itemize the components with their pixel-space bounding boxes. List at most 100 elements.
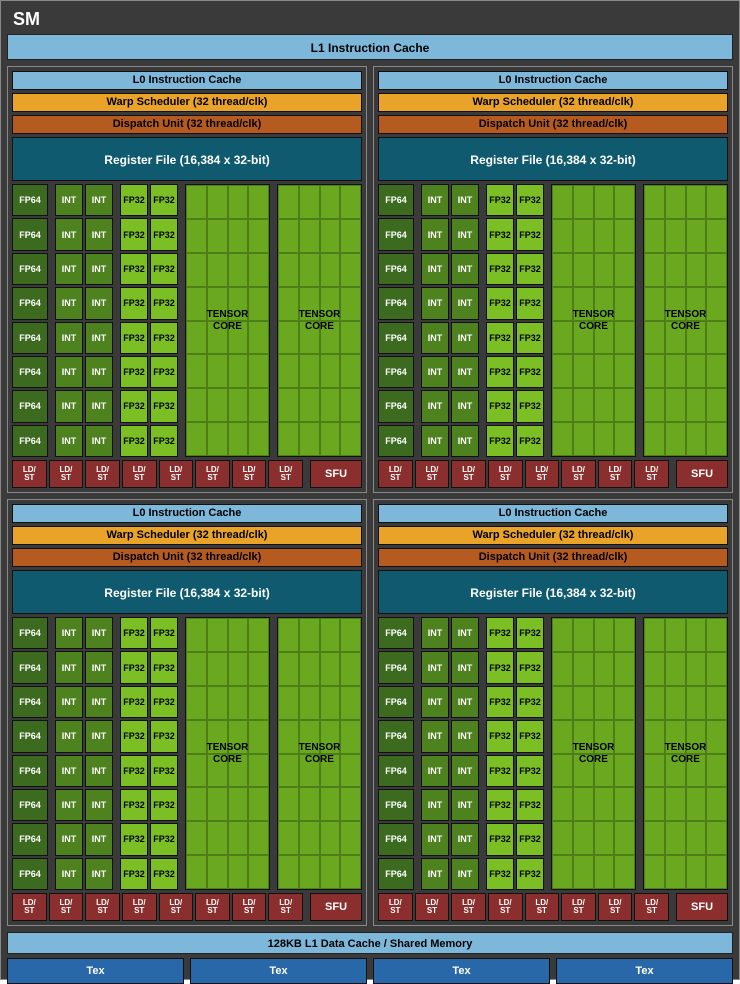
int-core: INT: [85, 356, 113, 388]
int-core: INT: [451, 322, 479, 354]
fp32-core: FP32: [150, 617, 178, 649]
tensor-core: TENSORCORE: [277, 184, 362, 457]
int-core: INT: [55, 287, 83, 319]
ldst-unit: LD/ST: [378, 460, 413, 488]
fp32-core: FP32: [516, 617, 544, 649]
ldst-unit: LD/ST: [598, 460, 633, 488]
fp64-core: FP64: [378, 755, 414, 787]
ldst-unit: LD/ST: [561, 460, 596, 488]
int-core: INT: [55, 425, 83, 457]
tensor-core: TENSORCORE: [277, 617, 362, 890]
fp64-core: FP64: [12, 617, 48, 649]
fp32-core: FP32: [486, 356, 514, 388]
int-core: INT: [85, 858, 113, 890]
fp64-core: FP64: [12, 858, 48, 890]
fp32-core: FP32: [150, 789, 178, 821]
ldst-unit: LD/ST: [268, 893, 303, 921]
fp64-core: FP64: [378, 184, 414, 216]
ldst-row: LD/STLD/STLD/STLD/STLD/STLD/STLD/STLD/ST…: [12, 460, 362, 488]
ldst-unit: LD/ST: [232, 460, 267, 488]
register-file: Register File (16,384 x 32-bit): [12, 137, 362, 181]
sm-title: SM: [7, 7, 733, 34]
fp32-core: FP32: [516, 720, 544, 752]
fp32-core: FP32: [486, 755, 514, 787]
fp64-core: FP64: [12, 322, 48, 354]
fp32-core: FP32: [516, 858, 544, 890]
int-core: INT: [421, 720, 449, 752]
fp64-core: FP64: [12, 755, 48, 787]
fp32-core: FP32: [120, 253, 148, 285]
fp32-core: FP32: [120, 287, 148, 319]
fp32-core: FP32: [486, 823, 514, 855]
core-grid: FP64INTINTFP32FP32TENSORCORETENSORCOREFP…: [12, 184, 362, 457]
fp32-core: FP32: [120, 356, 148, 388]
ldst-unit: LD/ST: [12, 893, 47, 921]
fp64-core: FP64: [12, 823, 48, 855]
sm-quadrant: L0 Instruction CacheWarp Scheduler (32 t…: [7, 66, 367, 493]
register-file: Register File (16,384 x 32-bit): [12, 570, 362, 614]
warp-scheduler: Warp Scheduler (32 thread/clk): [12, 93, 362, 112]
fp32-core: FP32: [486, 322, 514, 354]
tensor-core: TENSORCORE: [551, 184, 636, 457]
ldst-unit: LD/ST: [561, 893, 596, 921]
int-core: INT: [55, 184, 83, 216]
int-core: INT: [55, 390, 83, 422]
register-file: Register File (16,384 x 32-bit): [378, 137, 728, 181]
l0-instruction-cache: L0 Instruction Cache: [378, 71, 728, 90]
sfu-unit: SFU: [676, 460, 728, 488]
fp32-core: FP32: [486, 720, 514, 752]
fp32-core: FP32: [516, 322, 544, 354]
tex-unit: Tex: [7, 958, 184, 984]
int-core: INT: [451, 789, 479, 821]
tex-unit: Tex: [190, 958, 367, 984]
int-core: INT: [451, 651, 479, 683]
int-core: INT: [451, 720, 479, 752]
int-core: INT: [85, 184, 113, 216]
tex-unit: Tex: [556, 958, 733, 984]
fp64-core: FP64: [12, 356, 48, 388]
fp32-core: FP32: [486, 287, 514, 319]
fp32-core: FP32: [150, 823, 178, 855]
sfu-unit: SFU: [310, 460, 362, 488]
fp32-core: FP32: [516, 390, 544, 422]
fp64-core: FP64: [12, 287, 48, 319]
fp32-core: FP32: [516, 184, 544, 216]
fp32-core: FP32: [150, 651, 178, 683]
ldst-unit: LD/ST: [525, 893, 560, 921]
fp32-core: FP32: [120, 823, 148, 855]
int-core: INT: [55, 218, 83, 250]
int-core: INT: [451, 184, 479, 216]
ldst-unit: LD/ST: [378, 893, 413, 921]
int-core: INT: [451, 253, 479, 285]
int-core: INT: [451, 390, 479, 422]
int-core: INT: [85, 823, 113, 855]
ldst-unit: LD/ST: [415, 460, 450, 488]
core-grid: FP64INTINTFP32FP32TENSORCORETENSORCOREFP…: [12, 617, 362, 890]
dispatch-unit: Dispatch Unit (32 thread/clk): [12, 548, 362, 567]
l1-data-cache: 128KB L1 Data Cache / Shared Memory: [7, 932, 733, 954]
int-core: INT: [55, 720, 83, 752]
fp32-core: FP32: [516, 755, 544, 787]
ldst-unit: LD/ST: [634, 460, 669, 488]
int-core: INT: [451, 617, 479, 649]
int-core: INT: [421, 287, 449, 319]
ldst-unit: LD/ST: [159, 893, 194, 921]
fp64-core: FP64: [12, 390, 48, 422]
register-file: Register File (16,384 x 32-bit): [378, 570, 728, 614]
fp32-core: FP32: [120, 651, 148, 683]
ldst-unit: LD/ST: [12, 460, 47, 488]
fp32-core: FP32: [516, 686, 544, 718]
ldst-unit: LD/ST: [232, 893, 267, 921]
int-core: INT: [55, 651, 83, 683]
fp64-core: FP64: [12, 218, 48, 250]
l0-instruction-cache: L0 Instruction Cache: [378, 504, 728, 523]
ldst-row: LD/STLD/STLD/STLD/STLD/STLD/STLD/STLD/ST…: [12, 893, 362, 921]
fp32-core: FP32: [150, 253, 178, 285]
fp64-core: FP64: [378, 651, 414, 683]
fp32-core: FP32: [150, 720, 178, 752]
fp32-core: FP32: [120, 617, 148, 649]
int-core: INT: [85, 287, 113, 319]
fp64-core: FP64: [378, 789, 414, 821]
ldst-unit: LD/ST: [159, 460, 194, 488]
tensor-core: TENSORCORE: [551, 617, 636, 890]
